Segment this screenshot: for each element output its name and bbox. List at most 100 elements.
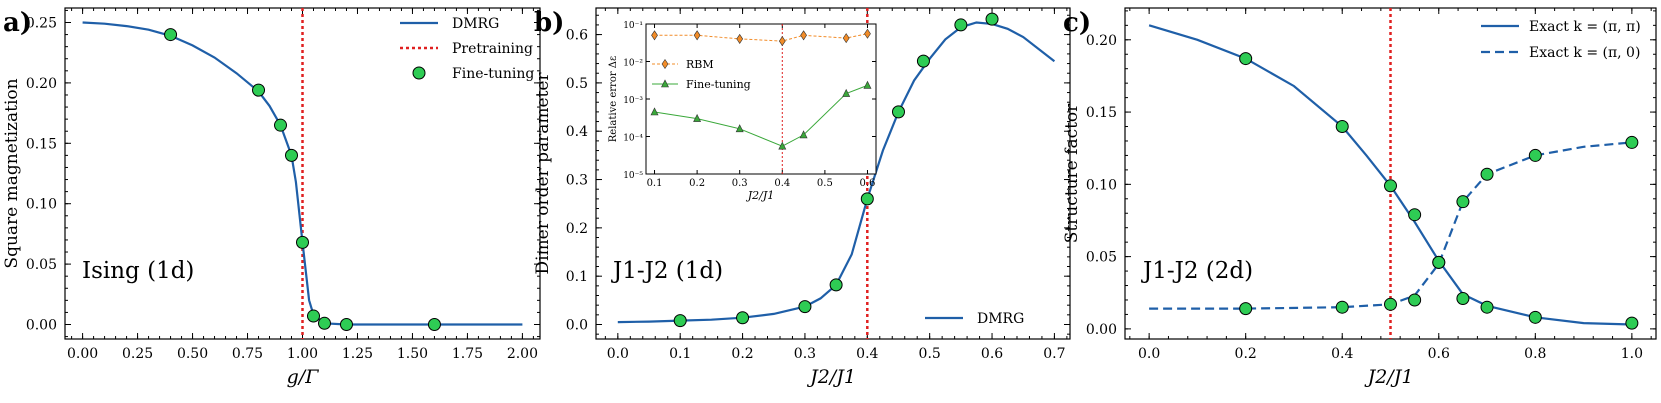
- y-tick-label: 0.20: [26, 76, 57, 92]
- inset-x-tick-label: 0.5: [817, 178, 833, 189]
- panel-b: 0.0 0.1 0.2 0.3 0.4 0.5 0.6 0.7 0.0 0.1 0.2 0.3 0.4 0…: [533, 7, 1071, 388]
- panel-annotation: J1-J2 (1d): [611, 258, 723, 284]
- panel-label: b): [534, 8, 564, 38]
- y-axis-label: Square magnetization: [2, 78, 22, 268]
- y-axis-label: Structure factor: [1062, 103, 1082, 243]
- inset-rbm-point: [864, 28, 871, 39]
- series-line-0: [1148, 24, 1632, 326]
- y-tick-label: 0.3: [566, 173, 588, 189]
- fine-tuning-point: [673, 314, 687, 328]
- inset-x-tick-label: 0.3: [732, 178, 748, 189]
- inset-x-tick-label: 0.4: [774, 178, 790, 189]
- fine-tuning-point: [1239, 52, 1253, 66]
- legend-a: DMRG Pretraining Fine-tuning: [400, 16, 534, 82]
- inset-rbm-point: [778, 36, 786, 47]
- inset-rbm-point: [693, 30, 701, 41]
- y-tick-label: 0.05: [26, 257, 57, 273]
- x-tick-label: 1.25: [342, 346, 373, 362]
- inset-legend-label: Fine-tuning: [686, 78, 751, 91]
- fine-tuning-point: [1528, 310, 1542, 324]
- fine-tuning-point: [736, 311, 750, 325]
- fine-tuning-point: [427, 318, 441, 332]
- fine-tuning-point: [1408, 208, 1422, 222]
- inset-finetune-point: [778, 141, 787, 150]
- fine-tuning-point: [1335, 120, 1349, 134]
- fine-tuning-point: [798, 300, 812, 314]
- y-tick-label: 0.20: [1086, 33, 1117, 49]
- plot-frame: [595, 7, 1071, 340]
- inset-x-tick-label: 0.2: [689, 178, 705, 189]
- fine-tuning-point: [252, 83, 266, 97]
- fine-tuning-point: [985, 12, 999, 26]
- x-tick-label: 0.0: [607, 346, 629, 362]
- fine-tuning-point: [317, 316, 331, 330]
- series-line-1: [1149, 141, 1632, 310]
- inset-x-axis-label: J2/J1: [746, 189, 775, 202]
- fine-tuning-point: [1456, 195, 1470, 209]
- legend-swatch-finetuning: [412, 66, 426, 80]
- fine-tuning-point: [1480, 167, 1494, 181]
- legend-label: DMRG: [452, 16, 499, 32]
- legend-label: Fine-tuning: [452, 66, 534, 82]
- fine-tuning-point: [1528, 148, 1542, 162]
- y-tick-label: 0.5: [566, 76, 588, 92]
- inset-frame: [645, 23, 877, 175]
- x-tick-label: 0.4: [856, 346, 878, 362]
- x-tick-label: 0.7: [1043, 346, 1065, 362]
- inset-y-tick-label: 10⁻⁴: [623, 134, 643, 144]
- x-axis-label: J2/J1: [806, 366, 856, 388]
- panel-annotation: Ising (1d): [82, 258, 194, 284]
- inset-finetune-point: [799, 130, 808, 139]
- legend-label: Exact k = (π, 0): [1529, 45, 1640, 61]
- fine-tuning-point: [296, 235, 309, 249]
- x-tick-label: 0.6: [1428, 346, 1450, 362]
- legend-label: Pretraining: [452, 41, 533, 57]
- inset-finetune-point: [842, 88, 851, 97]
- inset-finetune-point: [693, 113, 702, 122]
- fine-tuning-point: [860, 192, 874, 206]
- y-tick-label: 0.0: [566, 318, 588, 334]
- y-tick-label: 0.4: [566, 124, 588, 140]
- fine-tuning-point: [274, 118, 288, 132]
- y-tick-label: 0.00: [1086, 322, 1117, 338]
- panel-c: 0.0 0.2 0.4 0.6 0.8 1.0 0.00 0.05 0.10 0.15 0.20 J2…: [1062, 7, 1657, 388]
- panel-label: a): [3, 8, 32, 38]
- inset-y-tick-label: 10⁻⁵: [623, 171, 643, 181]
- y-tick-label: 0.6: [566, 28, 588, 44]
- x-tick-label: 0.00: [67, 346, 98, 362]
- inset-legend-marker-finetune: [661, 79, 669, 88]
- fine-tuning-point: [285, 148, 299, 162]
- y-tick-label: 0.25: [26, 15, 57, 31]
- inset-finetune-point: [650, 107, 659, 116]
- fine-tuning-point: [339, 318, 353, 332]
- x-tick-label: 0.8: [1524, 346, 1546, 362]
- x-axis-label: J2/J1: [1364, 366, 1414, 388]
- x-tick-label: 0.5: [919, 346, 941, 362]
- y-tick-label: 0.15: [26, 136, 57, 152]
- x-tick-label: 0.25: [122, 346, 153, 362]
- inset-legend-label: RBM: [686, 58, 714, 71]
- panel-label: c): [1063, 8, 1091, 38]
- inset-x-tick-label: 0.1: [647, 178, 663, 189]
- x-tick-label: 0.1: [669, 346, 691, 362]
- inset-rbm-point: [800, 30, 807, 41]
- y-tick-label: 0.10: [26, 197, 57, 213]
- series-line-0: [617, 21, 1056, 324]
- fine-tuning-point: [954, 18, 968, 32]
- x-tick-label: 1.0: [1621, 346, 1643, 362]
- x-tick-label: 0.2: [1235, 346, 1257, 362]
- y-tick-label: 0.1: [566, 269, 588, 285]
- inset-y-tick-label: 10⁻²: [623, 59, 643, 69]
- legend-b: DMRG: [925, 311, 1024, 327]
- x-tick-label: 0.0: [1138, 346, 1160, 362]
- fine-tuning-point: [1408, 293, 1422, 307]
- panel-annotation: J1-J2 (2d): [1141, 258, 1253, 284]
- fine-tuning-point: [164, 28, 178, 42]
- inset-rbm-point: [842, 33, 850, 44]
- inset-chart: 0.1 0.2 0.3 0.4 0.5 0.6 10⁻⁵ 10⁻⁴ 10⁻³ 10⁻² 10⁻¹ J2…: [608, 21, 877, 202]
- y-tick-label: 0.15: [1086, 105, 1117, 121]
- x-tick-label: 1.50: [397, 346, 428, 362]
- y-tick-label: 0.05: [1086, 250, 1117, 266]
- x-tick-label: 0.2: [731, 346, 753, 362]
